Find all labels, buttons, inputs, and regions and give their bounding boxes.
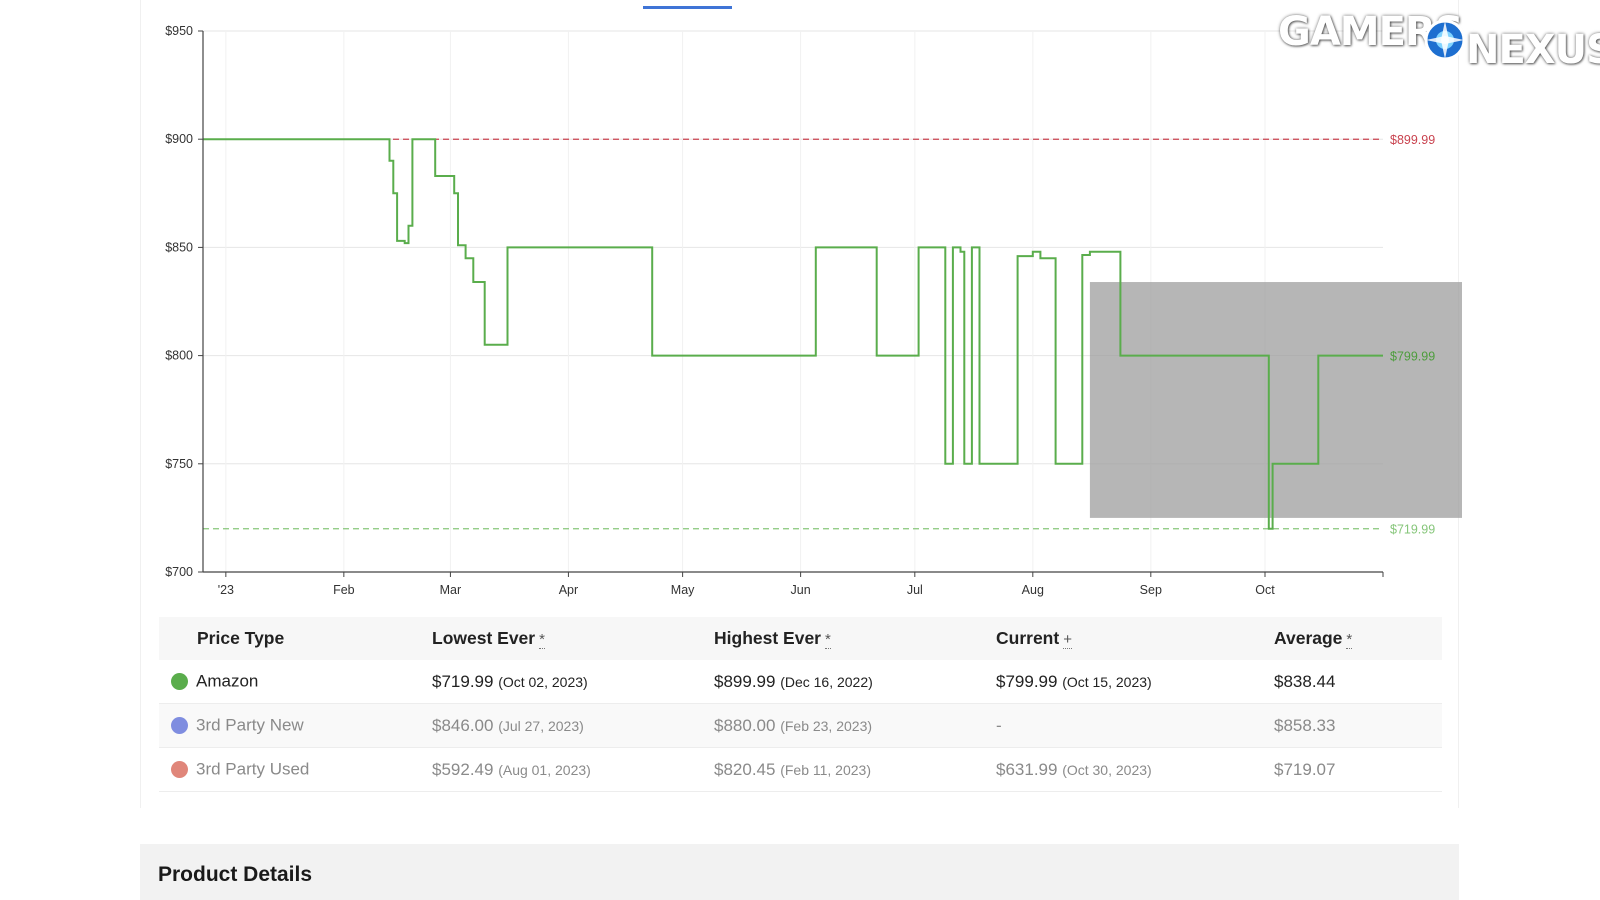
- active-tab-indicator: [643, 6, 732, 9]
- cell-average: $719.07: [1274, 747, 1442, 792]
- product-details-section: Product Details: [140, 844, 1459, 900]
- x-tick-label: May: [671, 583, 695, 597]
- x-tick-label: Oct: [1255, 583, 1275, 597]
- y-tick-label: $950: [165, 24, 193, 38]
- lowest-price: $846.00: [432, 715, 494, 735]
- current-price: $631.99: [996, 759, 1058, 779]
- y-tick-label: $800: [165, 349, 193, 363]
- price-summary-table: Price Type Lowest Ever * Highest Ever * Cu…: [159, 617, 1442, 792]
- x-tick-label: Sep: [1140, 583, 1162, 597]
- price-type-name: 3rd Party Used: [196, 759, 310, 779]
- cell-highest: $820.45 (Feb 11, 2023): [714, 747, 996, 792]
- current-price-label: $799.99: [1390, 350, 1435, 364]
- table-row: 3rd Party Used $592.49 (Aug 01, 2023) $820…: [159, 747, 1442, 792]
- cell-price-type: 3rd Party New: [159, 703, 432, 748]
- x-tick-label: Jul: [907, 583, 923, 597]
- series-line-amazon: [203, 138, 1383, 530]
- cell-current: -: [996, 703, 1274, 748]
- price-type-name: 3rd Party New: [196, 715, 304, 735]
- column-header-footnote-mark[interactable]: *: [539, 631, 545, 649]
- gamers-nexus-logo: GAMERS NEXUS: [1278, 12, 1600, 76]
- highest-date: (Feb 23, 2023): [780, 717, 873, 734]
- cell-current: $631.99 (Oct 30, 2023): [996, 747, 1274, 792]
- highest-price: $880.00: [714, 715, 776, 735]
- cell-lowest: $592.49 (Aug 01, 2023): [432, 747, 714, 792]
- lowest-date: (Jul 27, 2023): [498, 717, 584, 734]
- column-header-footnote-mark[interactable]: *: [1346, 631, 1353, 649]
- lowest-price: $719.99: [432, 671, 494, 691]
- cell-average: $858.33: [1274, 703, 1442, 748]
- series-color-dot: [171, 761, 188, 779]
- chart-reference-lines: [203, 138, 1383, 530]
- y-tick-label: $900: [165, 132, 193, 146]
- x-tick-label: Jun: [791, 583, 811, 597]
- column-header-current: Current +: [996, 617, 1274, 660]
- x-tick-label: '23: [218, 583, 234, 597]
- highest-date: (Dec 16, 2022): [780, 673, 873, 690]
- selection-highlight-box: [1089, 282, 1462, 518]
- table-row: 3rd Party New $846.00 (Jul 27, 2023) $880.…: [159, 703, 1442, 748]
- column-header-footnote-mark[interactable]: +: [1063, 631, 1072, 649]
- highest-price: $899.99: [714, 671, 776, 691]
- lowest-date: (Aug 01, 2023): [498, 761, 591, 778]
- highest-price: $820.45: [714, 759, 776, 779]
- column-header-lowest: Lowest Ever *: [432, 617, 714, 660]
- y-tick-label: $750: [165, 457, 193, 471]
- cell-price-type: 3rd Party Used: [159, 747, 432, 792]
- x-tick-label: Mar: [440, 583, 462, 597]
- price-history-chart: $700 $750 $800 $850 $900 $950 '23 Feb Mar Apr May J…: [165, 24, 1462, 597]
- cell-highest: $880.00 (Feb 23, 2023): [714, 703, 996, 748]
- cell-highest: $899.99 (Dec 16, 2022): [714, 660, 996, 704]
- lowest-price: $592.49: [432, 759, 494, 779]
- y-tick-label: $700: [165, 565, 193, 579]
- logo-emblem-icon: [1424, 19, 1466, 61]
- cell-average: $838.44: [1274, 660, 1442, 704]
- table-header-row: Price Type Lowest Ever * Highest Ever * Cu…: [159, 617, 1442, 660]
- column-header-average: Average *: [1274, 617, 1442, 660]
- x-tick-label: Apr: [559, 583, 578, 597]
- table-row: Amazon $719.99 (Oct 02, 2023) $899.99 (Dec…: [159, 660, 1442, 704]
- chart-axes: [198, 30, 1384, 577]
- current-date: (Oct 30, 2023): [1062, 761, 1152, 778]
- cell-lowest: $719.99 (Oct 02, 2023): [432, 660, 714, 704]
- price-type-name: Amazon: [196, 671, 259, 691]
- series-color-dot: [171, 673, 188, 691]
- current-date: (Oct 15, 2023): [1062, 673, 1152, 690]
- chart-highlight-region: [1089, 282, 1462, 518]
- lowest-date: (Oct 02, 2023): [498, 673, 588, 690]
- logo-word-nexus: NEXUS: [1466, 27, 1600, 73]
- x-tick-label: Aug: [1022, 583, 1044, 597]
- column-header-footnote-mark[interactable]: *: [824, 631, 831, 649]
- current-price: -: [996, 715, 1002, 735]
- column-header-price-type: Price Type: [159, 617, 432, 660]
- average-price: $858.33: [1274, 715, 1336, 735]
- reference-line-label: $899.99: [1390, 133, 1435, 147]
- x-tick-label: Feb: [333, 583, 355, 597]
- product-details-title: Product Details: [158, 863, 313, 886]
- chart-series: [203, 138, 1383, 530]
- chart-labels: $700 $750 $800 $850 $900 $950 '23 Feb Mar Apr May J…: [165, 24, 1435, 597]
- cell-lowest: $846.00 (Jul 27, 2023): [432, 703, 714, 748]
- average-price: $838.44: [1274, 671, 1336, 691]
- y-tick-label: $850: [165, 240, 193, 254]
- highest-date: (Feb 11, 2023): [780, 761, 871, 778]
- cell-current: $799.99 (Oct 15, 2023): [996, 660, 1274, 704]
- series-color-dot: [171, 717, 188, 735]
- average-price: $719.07: [1274, 759, 1336, 779]
- column-header-highest: Highest Ever *: [714, 617, 996, 660]
- reference-line-label: $719.99: [1390, 523, 1435, 537]
- cell-price-type: Amazon: [159, 660, 432, 704]
- current-price: $799.99: [996, 671, 1058, 691]
